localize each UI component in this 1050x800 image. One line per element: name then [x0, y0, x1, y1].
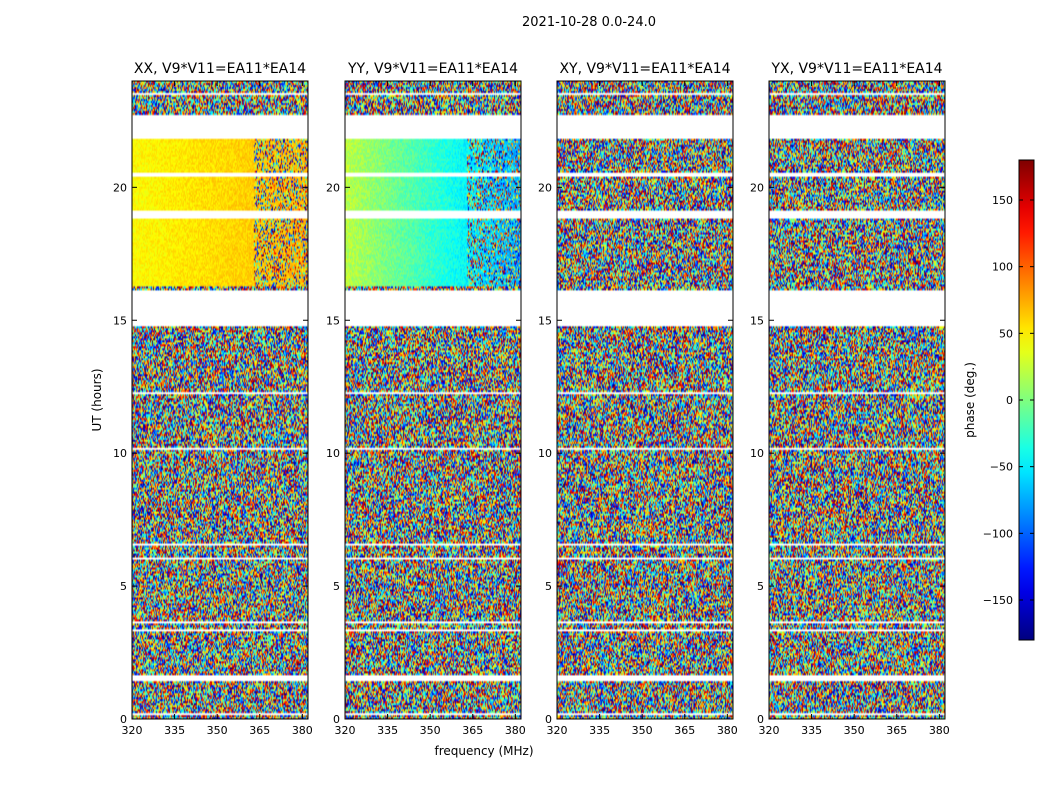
colorbar-label: phase (deg.) — [963, 362, 977, 438]
panels-group: XX, V9*V11=EA11*EA14 320 335 350 365 380 0 5 10 1… — [113, 61, 950, 737]
x-tick-label: 320 — [547, 724, 568, 737]
x-tick-label: 335 — [589, 724, 610, 737]
panel-yy: YY, V9*V11=EA11*EA14 320 335 350 365 380 0 5 10 1… — [326, 61, 526, 737]
panel-title: YY, V9*V11=EA11*EA14 — [347, 61, 518, 77]
y-tick-label: 10 — [326, 447, 340, 460]
y-tick-label: 0 — [120, 713, 127, 726]
x-tick-label: 365 — [462, 724, 483, 737]
colorbar-tick-label: 100 — [992, 261, 1013, 274]
y-tick-label: 5 — [120, 580, 127, 593]
heatmap-image — [132, 81, 308, 719]
x-tick-label: 335 — [377, 724, 398, 737]
x-tick-label: 380 — [929, 724, 950, 737]
colorbar-tick-label: 50 — [999, 327, 1013, 340]
heatmap-image — [345, 81, 521, 719]
x-tick-label: 365 — [674, 724, 695, 737]
y-tick-label: 20 — [538, 181, 552, 194]
panel-frame — [768, 80, 946, 720]
x-tick-label: 320 — [122, 724, 143, 737]
x-tick-label: 350 — [844, 724, 865, 737]
y-tick-label: 5 — [545, 580, 552, 593]
panel-title: XX, V9*V11=EA11*EA14 — [134, 61, 306, 77]
y-tick-label: 15 — [326, 314, 340, 327]
heatmap-image — [769, 81, 945, 719]
x-tick-label: 350 — [632, 724, 653, 737]
x-tick-label: 380 — [717, 724, 738, 737]
y-tick-label: 15 — [750, 314, 764, 327]
y-tick-label: 20 — [113, 181, 127, 194]
x-tick-label: 335 — [164, 724, 185, 737]
panel-frame — [556, 80, 734, 720]
y-tick-label: 10 — [538, 447, 552, 460]
panel-frame — [344, 80, 522, 720]
y-tick-label: 10 — [113, 447, 127, 460]
x-tick-label: 350 — [207, 724, 228, 737]
x-axis-label: frequency (MHz) — [434, 744, 533, 758]
panel-title: XY, V9*V11=EA11*EA14 — [559, 61, 730, 77]
y-tick-label: 5 — [757, 580, 764, 593]
panel-yx: YX, V9*V11=EA11*EA14 320 335 350 365 380 0 5 10 1… — [750, 61, 950, 737]
colorbar: phase (deg.) 150 100 50 0 −50 −100 −150 — [963, 159, 1035, 641]
y-tick-label: 20 — [750, 181, 764, 194]
panel-title: YX, V9*V11=EA11*EA14 — [770, 61, 942, 77]
panel-xx: XX, V9*V11=EA11*EA14 320 335 350 365 380 0 5 10 1… — [113, 61, 313, 737]
x-tick-label: 380 — [505, 724, 526, 737]
x-tick-label: 380 — [292, 724, 313, 737]
colorbar-tick-label: −50 — [990, 461, 1013, 474]
colorbar-tick-label: 0 — [1006, 394, 1013, 407]
y-tick-label: 0 — [545, 713, 552, 726]
y-tick-label: 15 — [113, 314, 127, 327]
colorbar-tick-label: −150 — [983, 594, 1013, 607]
x-tick-label: 335 — [801, 724, 822, 737]
panel-frame — [131, 80, 309, 720]
y-tick-label: 0 — [757, 713, 764, 726]
y-tick-label: 20 — [326, 181, 340, 194]
y-tick-label: 0 — [333, 713, 340, 726]
colorbar-tick-label: 150 — [992, 194, 1013, 207]
colorbar-tick-label: −100 — [983, 527, 1013, 540]
y-tick-label: 5 — [333, 580, 340, 593]
panel-xy: XY, V9*V11=EA11*EA14 320 335 350 365 380 0 5 10 1… — [538, 61, 738, 737]
x-tick-label: 365 — [249, 724, 270, 737]
y-axis-label: UT (hours) — [90, 368, 104, 431]
x-tick-label: 350 — [420, 724, 441, 737]
figure-title: 2021-10-28 0.0-24.0 — [522, 15, 656, 30]
y-tick-label: 15 — [538, 314, 552, 327]
y-tick-label: 10 — [750, 447, 764, 460]
x-tick-label: 320 — [335, 724, 356, 737]
heatmap-image — [557, 81, 733, 719]
x-tick-label: 320 — [759, 724, 780, 737]
x-tick-label: 365 — [886, 724, 907, 737]
